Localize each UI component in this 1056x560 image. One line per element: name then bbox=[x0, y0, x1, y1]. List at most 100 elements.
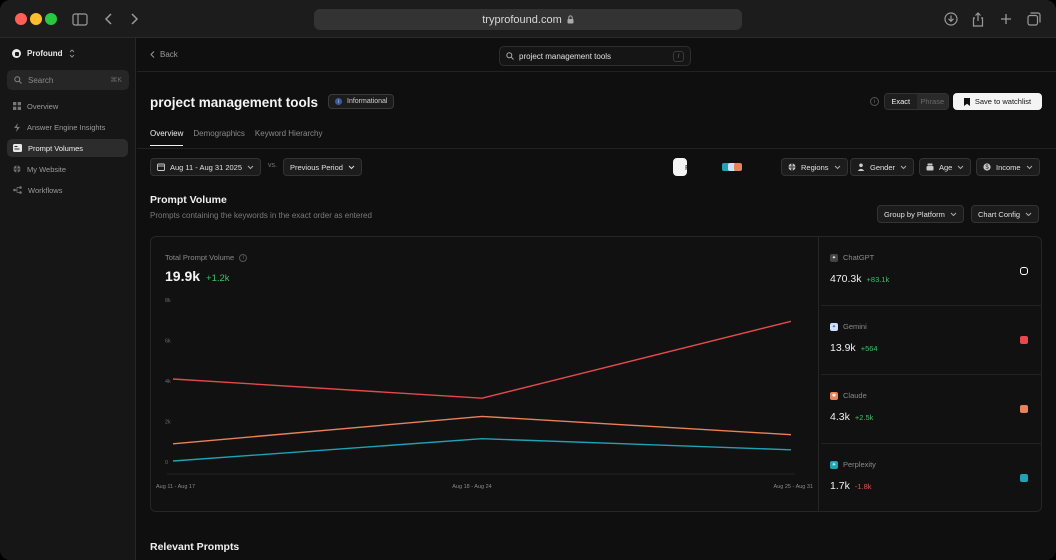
gender-filter[interactable]: Gender bbox=[850, 158, 915, 176]
compare-period-select[interactable]: Previous Period bbox=[283, 158, 362, 176]
tab-overview-icon[interactable] bbox=[1027, 9, 1041, 29]
user-icon bbox=[857, 163, 865, 171]
y-tick-label: 8k bbox=[165, 298, 171, 304]
regions-label: Regions bbox=[801, 162, 829, 172]
lock-icon bbox=[567, 15, 574, 24]
legend-name: ✳ Perplexity bbox=[830, 460, 876, 469]
sidebar-item-my-website[interactable]: My Website bbox=[7, 160, 128, 178]
match-info-icon[interactable]: i bbox=[870, 97, 879, 106]
prompt-icon bbox=[13, 144, 22, 152]
address-bar[interactable]: tryprofound.com bbox=[314, 9, 742, 30]
calendar-icon bbox=[157, 163, 165, 171]
legend-name-text: Gemini bbox=[843, 322, 867, 331]
sidebar-item-label: Workflows bbox=[28, 185, 63, 195]
legend-item-chatgpt[interactable]: ✦ ChatGPT 470.3k +83.1k bbox=[821, 237, 1041, 306]
income-label: Income bbox=[996, 162, 1021, 172]
minimize-window-button[interactable] bbox=[30, 13, 42, 25]
platforms-label: Platforms bbox=[685, 162, 717, 172]
sidebar-item-answer-engine-insights[interactable]: Answer Engine Insights bbox=[7, 118, 128, 136]
legend-name-text: Perplexity bbox=[843, 460, 876, 469]
income-filter[interactable]: $ Income bbox=[976, 158, 1040, 176]
maximize-window-button[interactable] bbox=[45, 13, 57, 25]
profound-logo-icon bbox=[12, 49, 21, 58]
y-tick-label: 2k bbox=[165, 420, 171, 426]
age-label: Age bbox=[939, 162, 953, 172]
sidebar-item-workflows[interactable]: Workflows bbox=[7, 181, 128, 199]
legend-delta: +83.1k bbox=[866, 275, 890, 284]
legend-name: ✱ Claude bbox=[830, 391, 867, 400]
match-exact-option[interactable]: Exact bbox=[885, 94, 917, 109]
svg-text:$: $ bbox=[985, 165, 989, 171]
legend-item-claude[interactable]: ✱ Claude 4.3k +2.5k bbox=[821, 375, 1041, 444]
chevron-down-icon bbox=[834, 165, 840, 169]
date-range-value: Aug 11 - Aug 31 2025 bbox=[170, 162, 243, 172]
group-by-select[interactable]: Group by Platform bbox=[877, 205, 964, 223]
y-tick-label: 4k bbox=[165, 379, 171, 385]
back-link[interactable]: Back bbox=[150, 50, 178, 59]
chevron-down-icon bbox=[1026, 165, 1032, 169]
platforms-filter[interactable]: Platforms bbox=[673, 158, 742, 176]
series-toggle-checkbox[interactable] bbox=[1020, 405, 1028, 413]
match-type-toggle[interactable]: Exact Phrase bbox=[884, 93, 949, 110]
legend-value-number: 4.3k bbox=[830, 411, 850, 423]
bolt-icon bbox=[14, 122, 20, 132]
download-icon[interactable] bbox=[944, 9, 958, 29]
date-range-select[interactable]: Aug 11 - Aug 31 2025 bbox=[150, 158, 262, 176]
tab-demographics[interactable]: Demographics bbox=[193, 129, 245, 138]
legend-delta: +2.5k bbox=[854, 413, 874, 422]
legend-delta: +564 bbox=[860, 344, 878, 353]
group-by-label: Group by Platform bbox=[884, 209, 945, 219]
save-to-watchlist-button[interactable]: Save to watchlist bbox=[953, 93, 1042, 110]
chart-area: Total Prompt Volume i 19.9k +1.2k 0 2k 4k 6… bbox=[151, 237, 819, 511]
chart-config-select[interactable]: Chart Config bbox=[971, 205, 1040, 223]
legend-value: 13.9k +564 bbox=[830, 342, 878, 354]
workspace-switcher[interactable]: Profound bbox=[12, 49, 75, 58]
sidebar-item-label: Overview bbox=[27, 101, 59, 111]
keyword-search-input[interactable]: project management tools / bbox=[499, 46, 691, 66]
intent-badge: i Informational bbox=[328, 94, 395, 109]
gender-label: Gender bbox=[870, 162, 896, 172]
bookmark-icon bbox=[963, 97, 970, 106]
browser-titlebar: tryprofound.com bbox=[0, 0, 1056, 38]
search-shortcut: / bbox=[673, 50, 684, 62]
section-subtitle: Prompts containing the keywords in the e… bbox=[150, 211, 372, 220]
chevron-down-icon bbox=[348, 165, 355, 169]
new-tab-icon[interactable] bbox=[1000, 9, 1012, 29]
compare-value: Previous Period bbox=[290, 162, 343, 172]
legend-value-number: 13.9k bbox=[830, 342, 856, 354]
tab-keyword-hierarchy[interactable]: Keyword Hierarchy bbox=[254, 129, 323, 138]
match-phrase-option[interactable]: Phrase bbox=[916, 94, 948, 109]
sidebar-item-overview[interactable]: Overview bbox=[7, 97, 128, 115]
series-toggle-checkbox[interactable] bbox=[1020, 336, 1028, 344]
x-tick-label: Aug 25 - Aug 31 bbox=[774, 484, 813, 490]
vs-label: vs. bbox=[268, 162, 277, 169]
share-icon[interactable] bbox=[972, 9, 984, 29]
y-tick-label: 0 bbox=[165, 460, 168, 466]
series-toggle-checkbox[interactable] bbox=[1020, 474, 1028, 482]
relevant-prompts-title: Relevant Prompts bbox=[150, 541, 240, 553]
legend-item-perplexity[interactable]: ✳ Perplexity 1.7k -1.8k bbox=[821, 444, 1041, 513]
close-window-button[interactable] bbox=[15, 13, 27, 25]
regions-filter[interactable]: Regions bbox=[781, 158, 848, 176]
total-volume-label-text: Total Prompt Volume bbox=[165, 253, 235, 262]
back-arrow-icon[interactable] bbox=[104, 9, 113, 29]
x-tick-label: Aug 11 - Aug 17 bbox=[156, 484, 195, 490]
legend-item-gemini[interactable]: ✦ Gemini 13.9k +564 bbox=[821, 306, 1041, 375]
legend-value: 4.3k +2.5k bbox=[830, 411, 873, 423]
back-label: Back bbox=[160, 50, 178, 59]
y-tick-label: 6k bbox=[165, 339, 171, 345]
sidebar-toggle-icon[interactable] bbox=[72, 9, 88, 29]
legend-value: 470.3k +83.1k bbox=[830, 273, 889, 285]
tab-overview[interactable]: Overview bbox=[150, 129, 184, 146]
age-filter[interactable]: Age bbox=[919, 158, 972, 176]
info-icon[interactable]: i bbox=[239, 253, 248, 262]
grid-icon bbox=[13, 102, 21, 110]
chevron-left-icon bbox=[150, 51, 155, 58]
globe-icon bbox=[13, 165, 21, 173]
chevron-down-icon bbox=[247, 165, 254, 169]
sidebar-search[interactable]: Search ⌘K bbox=[7, 70, 129, 90]
forward-arrow-icon[interactable] bbox=[130, 9, 139, 29]
series-toggle-checkbox[interactable] bbox=[1020, 267, 1028, 275]
series-line-claude bbox=[172, 415, 792, 445]
sidebar-item-prompt-volumes[interactable]: Prompt Volumes bbox=[7, 139, 128, 157]
